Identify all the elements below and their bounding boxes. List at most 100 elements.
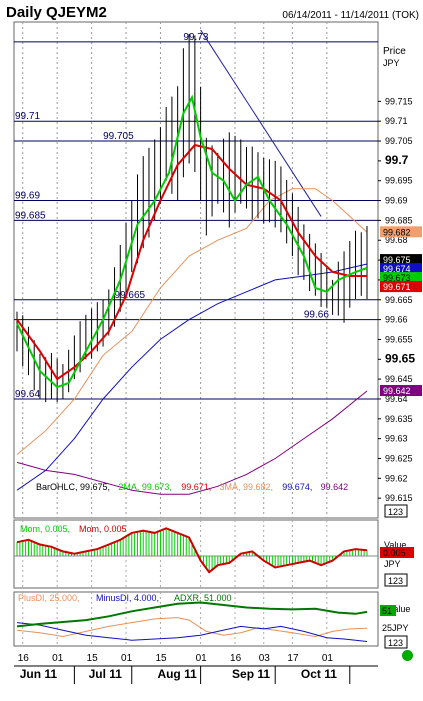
momentum-legend-entry: Mom, 0.005: [79, 524, 127, 534]
y-tick-label: 99.64: [385, 394, 408, 404]
x-day-label: 03: [259, 653, 271, 664]
price-tag: 99.671: [380, 281, 422, 293]
chart-title: Daily QJEYM2: [6, 4, 107, 21]
x-month-label: Sep 11: [232, 667, 270, 681]
y-tick-label: 99.615: [385, 493, 413, 503]
scale-box: [384, 504, 408, 518]
horizontal-level-label: 99.685: [15, 210, 46, 221]
price-tag-label: 99.673: [383, 273, 411, 283]
ma-orange-line: [16, 188, 368, 455]
horizontal-level-label: 99.71: [15, 111, 40, 122]
x-day-label: 01: [52, 653, 64, 664]
ma-green-line: [16, 94, 368, 389]
price-axis-unit: JPY: [383, 58, 400, 68]
minusdi-line: [16, 622, 368, 642]
horizontal-level-label: 99.73: [183, 32, 208, 43]
x-day-label: 01: [121, 653, 133, 664]
legend-entry: 99.642: [321, 482, 349, 492]
y-tick-label: 99.62: [385, 473, 408, 483]
legend-entry: 2MA, 99.673,: [118, 482, 172, 492]
price-axis-title: Price: [383, 46, 406, 57]
ma-red-line: [16, 143, 367, 381]
dmi-tag-label: 25: [382, 623, 392, 633]
momentum-tag-label: 0.005: [383, 548, 406, 558]
momentum-legend-entry: Mom, 0.005,: [20, 524, 70, 534]
dmi-scale-box: [384, 635, 408, 649]
momentum-axis-title: Value: [384, 540, 406, 550]
momentum-scale-box-label: 123: [388, 576, 403, 586]
y-tick-label: 99.65: [385, 351, 415, 365]
x-day-label: 01: [322, 653, 334, 664]
momentum-line: [16, 527, 368, 574]
x-day-label: 16: [18, 653, 30, 664]
momentum-axis-unit: JPY: [384, 559, 401, 569]
y-tick-label: 99.655: [385, 334, 413, 344]
y-tick-label: 99.69: [385, 196, 408, 206]
horizontal-level-label: 99.66: [304, 310, 329, 321]
horizontal-level-label: 99.64: [15, 389, 40, 400]
dmi-tag-bg: [380, 605, 396, 616]
dmi-axis-unit: JPY: [392, 623, 409, 633]
dmi-legend-entry: ADXR, 51.000: [174, 593, 232, 603]
price-tag-label: 99.671: [383, 282, 411, 292]
price-tag-label: 99.674: [383, 264, 411, 274]
price-panel-frame: [13, 21, 379, 519]
status-dot: [402, 650, 413, 661]
momentum-tag-bg: [380, 547, 414, 558]
price-tag: 99.642: [380, 385, 422, 397]
y-tick-label: 99.68: [385, 235, 408, 245]
dmi-legend-entry: PlusDI, 25.000,: [18, 593, 80, 603]
y-tick-label: 99.66: [385, 315, 408, 325]
trend-line: [200, 29, 322, 217]
x-month-label: Jul 11: [89, 667, 123, 681]
legend-entry: 3MA, 99.682,: [220, 482, 274, 492]
y-tick-label: 99.7: [385, 153, 409, 167]
x-day-label: 15: [87, 653, 99, 664]
x-month-label: Oct 11: [301, 667, 337, 681]
price-tag-bg: [380, 272, 422, 284]
x-day-label: 17: [287, 653, 299, 664]
legend-entry: BarOHLC, 99.675,: [36, 482, 110, 492]
momentum-scale-box: [384, 573, 408, 587]
y-tick-label: 99.705: [385, 136, 413, 146]
price-tag: 99.682: [380, 226, 422, 238]
dmi-tag-label: 51: [382, 606, 392, 616]
price-tag-bg: [380, 281, 422, 293]
y-tick-label: 99.715: [385, 96, 413, 106]
x-day-label: 16: [230, 653, 242, 664]
x-month-label: Aug 11: [157, 667, 197, 681]
horizontal-level-label: 99.705: [103, 131, 134, 142]
dmi-legend-entry: MinusDI, 4.000,: [96, 593, 159, 603]
x-day-label: 01: [196, 653, 208, 664]
adxr-line: [16, 601, 368, 628]
price-tag: 99.673: [380, 272, 422, 284]
y-tick-label: 99.63: [385, 434, 408, 444]
dmi-scale-box-label: 123: [388, 638, 403, 648]
legend-entry: 99.674,: [282, 482, 312, 492]
price-tag: 99.674: [380, 263, 422, 275]
x-day-label: 15: [155, 653, 167, 664]
y-tick-label: 99.71: [385, 116, 408, 126]
price-tag-bg: [380, 226, 422, 238]
horizontal-level-label: 99.69: [15, 191, 40, 202]
dmi-panel-frame: [13, 591, 379, 647]
y-tick-label: 99.645: [385, 374, 413, 384]
ma-purple-line: [16, 390, 368, 495]
price-tag-bg: [380, 263, 422, 275]
y-tick-label: 99.685: [385, 215, 413, 225]
ma-blue-line: [16, 263, 368, 491]
scale-box-label: 123: [388, 507, 403, 517]
y-tick-label: 99.635: [385, 414, 413, 424]
price-tag-bg: [380, 385, 422, 397]
price-tag-label: 99.675: [383, 255, 411, 265]
price-tag-bg: [380, 254, 422, 266]
y-tick-label: 99.695: [385, 176, 413, 186]
price-tag-label: 99.642: [383, 386, 411, 396]
momentum-panel-frame: [13, 519, 379, 589]
price-tag: 99.675: [380, 254, 422, 266]
plusdi-line: [16, 617, 368, 638]
x-month-label: Jun 11: [20, 667, 58, 681]
y-tick-label: 99.625: [385, 453, 413, 463]
legend-entry: 99.671,: [181, 482, 211, 492]
